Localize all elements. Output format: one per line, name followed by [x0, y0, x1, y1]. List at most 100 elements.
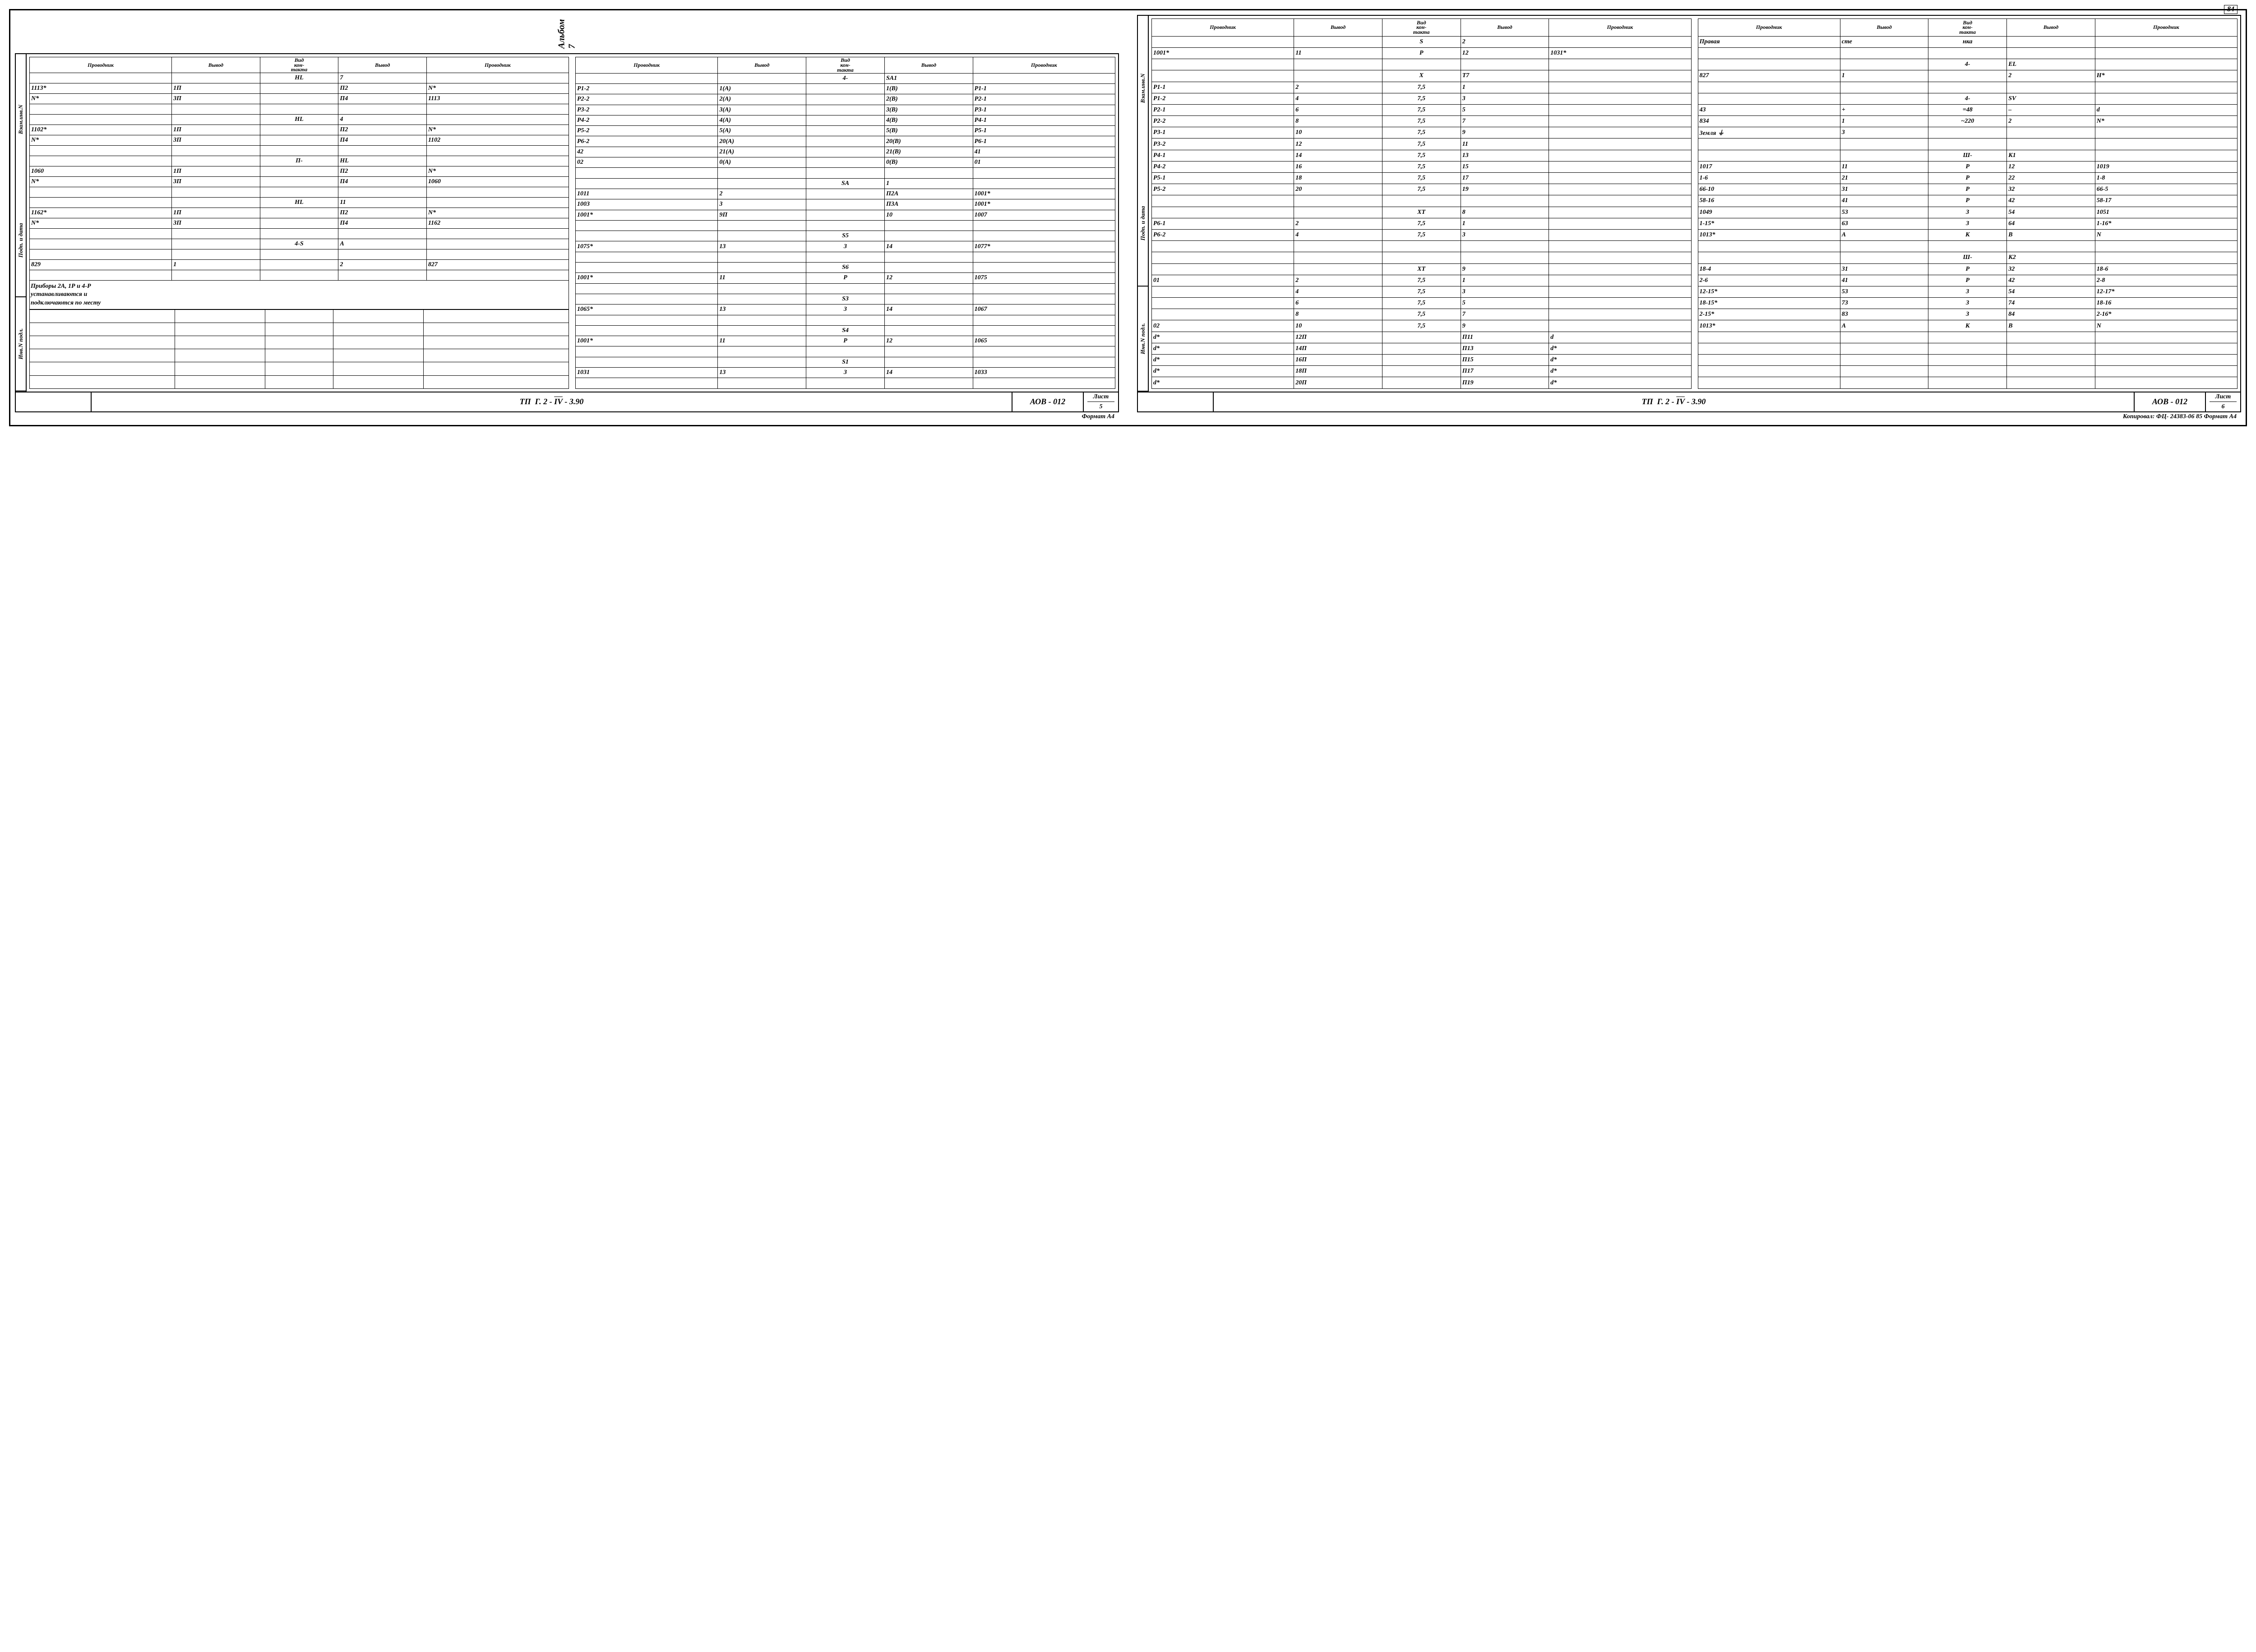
doc-number: АОВ - 012	[2135, 392, 2206, 411]
table-row: 18-15* 73 З 74 18-16	[1698, 298, 2238, 309]
page-6: 84 Взам.инв.N Подп. и дата Инв.N подл. П…	[1137, 15, 2241, 420]
table-row: 829 1 2 827	[30, 260, 569, 270]
table-row	[1698, 82, 2238, 93]
table-row: 1-15* 63 З 64 1-16*	[1698, 218, 2238, 229]
table-row: 834 1 ~220 2 N*	[1698, 116, 2238, 127]
table-row: НL 11	[30, 198, 569, 208]
table-row: P3-2 12 7,5 11	[1152, 138, 1692, 150]
table-row: 4- EL	[1698, 59, 2238, 70]
table-row	[576, 220, 1115, 231]
sheet-number: 6	[2210, 402, 2237, 411]
table-row: Х Т7	[1152, 70, 1692, 82]
table-row: Ш- К2	[1698, 252, 2238, 263]
table-row: d* 20П П19 d*	[1152, 377, 1692, 388]
table-row	[1698, 332, 2238, 343]
table-row: N* 3П П4 1102	[30, 135, 569, 146]
table-row: ХТ 9	[1152, 263, 1692, 275]
page-number: 84	[2224, 5, 2238, 14]
title-block-6: ТП Г. 2 - IV - 3.90 АОВ - 012 Лист 6	[1138, 392, 2240, 411]
table-row: 66-10 31 Р 32 66-5	[1698, 184, 2238, 195]
table-row: S 2	[1152, 36, 1692, 47]
table-row: d* 18П П17 d*	[1152, 366, 1692, 377]
table-row: 1060 1П П2 N*	[30, 166, 569, 177]
note-line: подключаются по месту	[31, 299, 568, 307]
wire-table-5a: Проводник Вывод Видкон-такта Вывод Прово…	[29, 57, 569, 281]
table-row: 1102* 1П П2 N*	[30, 125, 569, 135]
table-row: d* 12П П11 d	[1152, 332, 1692, 343]
table-row: 01 2 7,5 1	[1152, 275, 1692, 286]
table-row: 2-15* 83 З 84 2-16*	[1698, 309, 2238, 320]
table-row: N* 3П П4 1113	[30, 94, 569, 104]
table-row	[576, 315, 1115, 325]
table-row	[1698, 138, 2238, 150]
table-row: P4-1 14 7,5 13	[1152, 150, 1692, 161]
table-row: 1065* 13 З 14 1067	[576, 305, 1115, 315]
title-block-5: ТП Г. 2 - IV - 3.90 АОВ - 012 Лист 5	[16, 392, 1118, 411]
table-row: 1113* 1П П2 N*	[30, 83, 569, 94]
note-line: Приборы 2А, 1Р и 4-Р	[31, 282, 568, 291]
side-column-left: Взам.инв.N Подп. и дата Инв.N подл.	[16, 54, 27, 392]
table-row	[1152, 59, 1692, 70]
table-row: N* 3П П4 1060	[30, 177, 569, 187]
table-row: Земля ⏚ 3	[1698, 127, 2238, 138]
table-row	[30, 104, 569, 115]
table-row: P4-2 16 7,5 15	[1152, 161, 1692, 172]
table-row: 12-15* 53 З 54 12-17*	[1698, 286, 2238, 297]
table-row: 8 7,5 7	[1152, 309, 1692, 320]
table-row: 4 7,5 3	[1152, 286, 1692, 297]
side-inv: Инв.N подл.	[1138, 287, 1148, 392]
table-row	[1698, 47, 2238, 59]
table-row: ХТ 8	[1152, 207, 1692, 218]
table-row	[1152, 252, 1692, 263]
table-row: 1003 3 П3А 1001*	[576, 199, 1115, 210]
wire-table-5b: Проводник Вывод Видкон-такта Вывод Прово…	[575, 57, 1115, 389]
note-line: устанавливаются и	[31, 291, 568, 299]
table-row: 1011 2 П2А 1001*	[576, 189, 1115, 199]
table-row: Правая сте нка	[1698, 36, 2238, 47]
table-row: 1049 53 З 54 1051	[1698, 207, 2238, 218]
table-row	[576, 283, 1115, 294]
table-row	[30, 270, 569, 281]
table-row: P2-2 2(А) 2(В) P2-1	[576, 94, 1115, 105]
table-row	[576, 378, 1115, 389]
doc-number: АОВ - 012	[1012, 392, 1084, 411]
table-row: S3	[576, 294, 1115, 304]
table-row: P3-2 3(А) 3(В) P3-1	[576, 105, 1115, 115]
table-row: P1-2 4 7,5 3	[1152, 93, 1692, 104]
table-row: НL 7	[30, 73, 569, 83]
tp-label: ТП	[520, 397, 531, 406]
side-podp: Подп. и дата	[1138, 161, 1148, 286]
page-5: Альбом 7 Взам.инв.N Подп. и дата Инв.N п…	[15, 15, 1119, 420]
table-row: 827 1 2 Н*	[1698, 70, 2238, 82]
table-row	[576, 346, 1115, 357]
table-row: 1001* 11 Р 12 1065	[576, 336, 1115, 346]
table-row: SA 1	[576, 178, 1115, 189]
table-row: П- НL	[30, 156, 569, 166]
side-vzam: Взам.инв.N	[1138, 16, 1148, 161]
side-column-right: Взам.инв.N Подп. и дата Инв.N подл.	[1138, 16, 1149, 392]
table-row: S4	[576, 325, 1115, 336]
table-row	[1152, 195, 1692, 207]
sheet-wrapper: Альбом 7 Взам.инв.N Подп. и дата Инв.N п…	[9, 9, 2247, 426]
footer-format: Формат А4	[15, 412, 1119, 420]
table-row	[1698, 366, 2238, 377]
table-row: НL 4	[30, 115, 569, 125]
table-row: S6	[576, 263, 1115, 273]
table-row: 6 7,5 5	[1152, 298, 1692, 309]
wire-table-6a: Проводник Вывод Видкон-такта Вывод Прово…	[1151, 18, 1692, 389]
table-row: Ш- К1	[1698, 150, 2238, 161]
table-row: P5-2 5(А) 5(В) P5-1	[576, 126, 1115, 136]
table-row	[576, 168, 1115, 178]
table-row: 1031 13 З 14 1033	[576, 368, 1115, 378]
table-row: P2-1 6 7,5 5	[1152, 104, 1692, 115]
table-row: P1-1 2 7,5 1	[1152, 82, 1692, 93]
table-row: 1-6 21 Р 22 1-8	[1698, 173, 2238, 184]
table-row: 1017 11 Р 12 1019	[1698, 161, 2238, 172]
table-row	[1698, 343, 2238, 354]
album-label: Альбом 7	[15, 15, 1119, 53]
table-row	[1698, 355, 2238, 366]
sheet-number: 5	[1087, 402, 1114, 411]
table-row	[1698, 377, 2238, 388]
side-vzam: Взам.инв.N	[16, 54, 26, 185]
table-row: 02 10 7,5 9	[1152, 320, 1692, 332]
